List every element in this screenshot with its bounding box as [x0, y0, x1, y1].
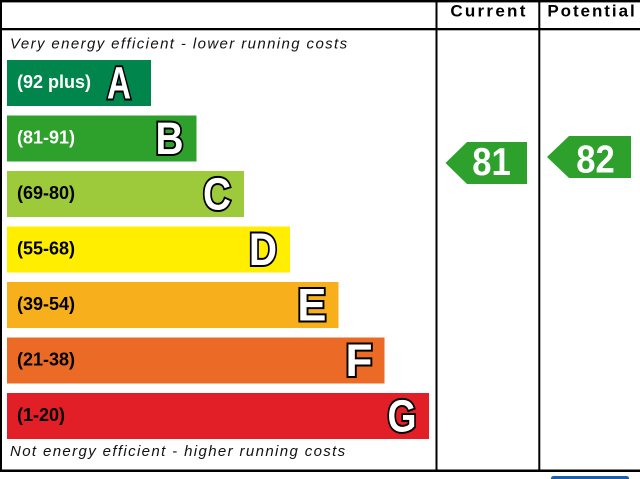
svg-text:Current: Current — [450, 2, 527, 21]
svg-text:(21-38): (21-38) — [17, 350, 75, 370]
svg-text:F: F — [346, 335, 373, 386]
svg-text:C: C — [203, 168, 231, 219]
svg-text:82: 82 — [576, 139, 615, 182]
svg-text:81: 81 — [472, 141, 511, 184]
svg-text:Potential: Potential — [547, 2, 636, 21]
svg-text:B: B — [156, 113, 184, 164]
svg-text:(92 plus): (92 plus) — [17, 72, 91, 92]
svg-text:(69-80): (69-80) — [17, 183, 75, 203]
svg-text:E: E — [297, 279, 326, 330]
svg-text:(39-54): (39-54) — [17, 294, 75, 314]
svg-text:A: A — [107, 57, 131, 108]
svg-text:D: D — [249, 224, 277, 275]
svg-text:G: G — [388, 390, 417, 441]
svg-text:Not energy efficient - higher: Not energy efficient - higher running co… — [10, 443, 347, 460]
svg-text:(81-91): (81-91) — [17, 128, 75, 148]
svg-text:(1-20): (1-20) — [17, 405, 65, 425]
svg-text:(55-68): (55-68) — [17, 239, 75, 259]
svg-text:Very energy efficient - lower: Very energy efficient - lower running co… — [10, 36, 349, 53]
